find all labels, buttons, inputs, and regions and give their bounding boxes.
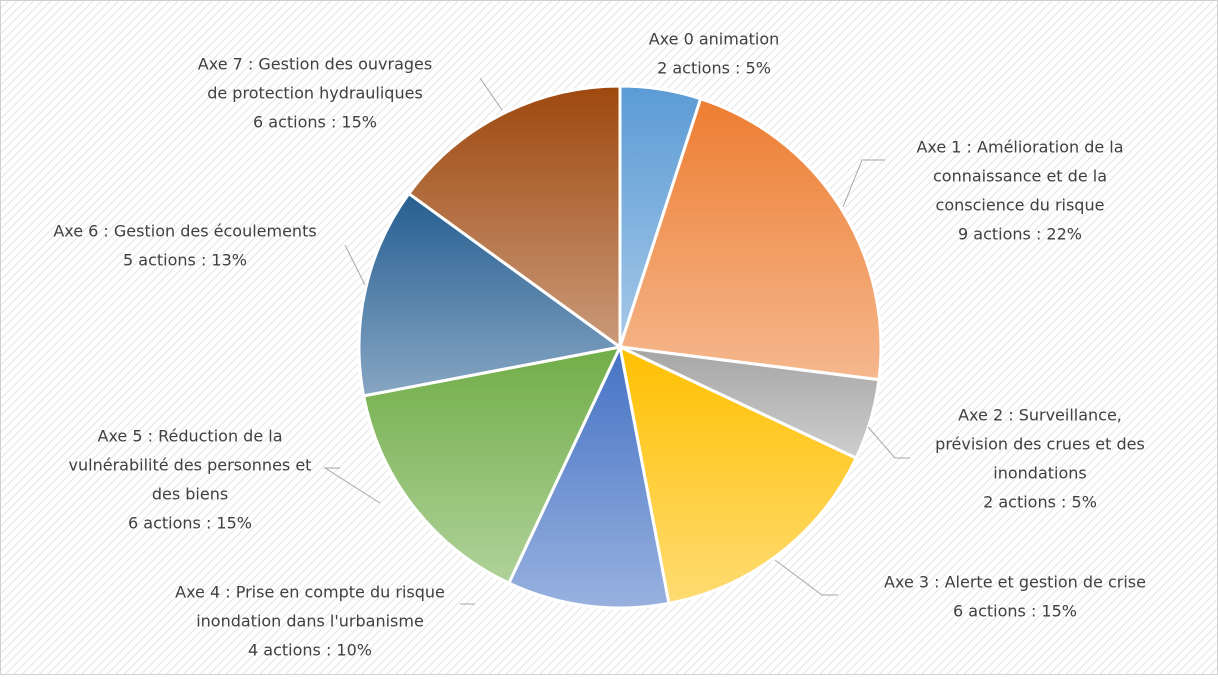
leader-line [344,244,366,286]
value-label: 2 actions : 5% [983,493,1097,512]
slice-label: Axe 7 : Gestion des ouvrages [198,55,432,74]
slice-label: Axe 2 : Surveillance, [958,406,1122,425]
slice-label: inondation dans l'urbanisme [196,612,424,631]
value-label: 6 actions : 15% [953,602,1077,621]
value-label: 4 actions : 10% [248,641,372,660]
slice-label: prévision des crues et des [935,435,1145,454]
slice-label: connaissance et de la [933,167,1107,186]
pie-slice [406,84,622,350]
pie-slice [357,191,624,398]
pie-slice [506,342,671,610]
slice-label: conscience du risque [936,196,1105,215]
pie-slice [361,344,623,586]
value-label: 2 actions : 5% [657,59,771,78]
slice-label: Axe 3 : Alerte et gestion de crise [884,573,1146,592]
slice-label: Axe 4 : Prise en compte du risque [175,583,445,602]
leader-line [323,467,381,504]
pie-slice [617,344,859,606]
slice-label: vulnérabilité des personnes et [69,456,312,475]
slice-label: Axe 5 : Réduction de la [98,427,283,446]
pie-slice [618,96,883,382]
slice-label: de protection hydrauliques [207,84,423,103]
value-label: 5 actions : 13% [123,251,247,270]
slice-label: inondations [993,464,1086,483]
value-label: 6 actions : 15% [128,514,252,533]
value-label: 6 actions : 15% [253,113,377,132]
value-label: 9 actions : 22% [958,225,1082,244]
slice-label: Axe 6 : Gestion des écoulements [53,222,316,241]
slice-label: Axe 0 animation [649,30,780,49]
slice-label: des biens [152,485,228,504]
leader-line [479,77,503,111]
slice-label: Axe 1 : Amélioration de la [916,138,1123,157]
leader-line [867,426,910,459]
leader-line [774,559,838,596]
leader-line [842,159,885,208]
